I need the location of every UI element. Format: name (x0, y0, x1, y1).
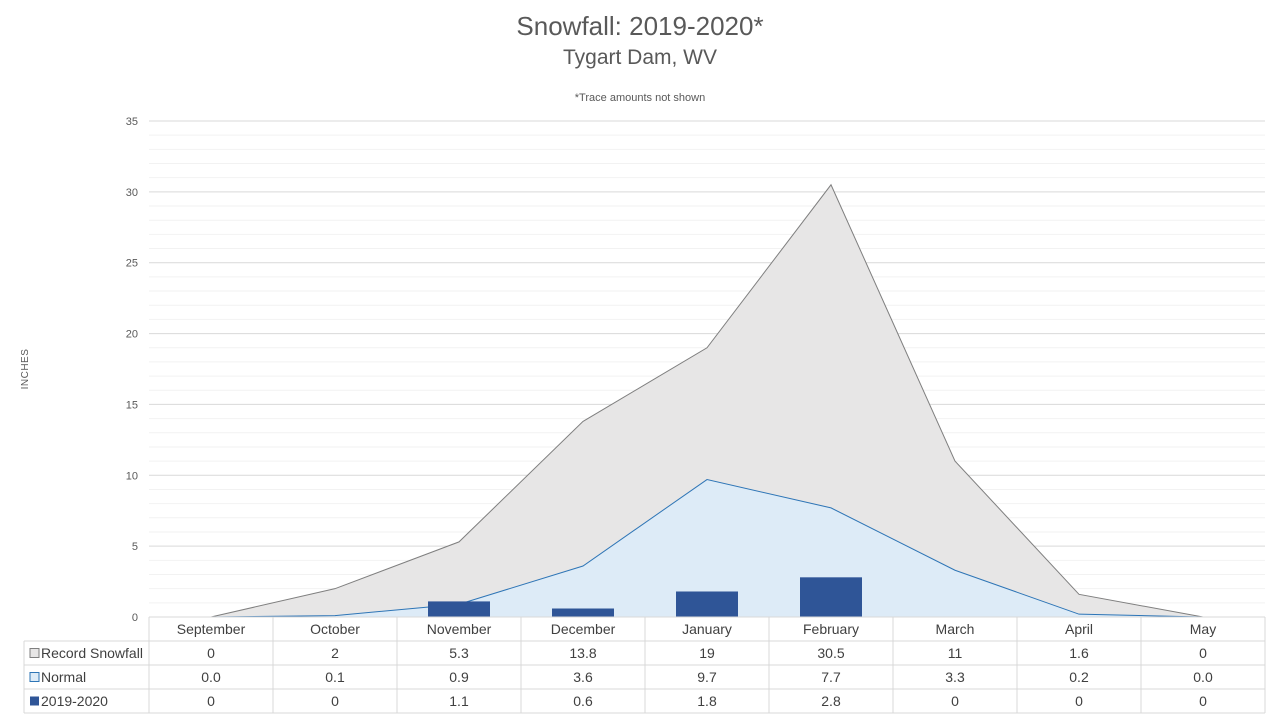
x-tick-label: February (803, 621, 859, 637)
bar (552, 608, 614, 617)
line-record-snowfall (210, 183, 1204, 618)
y-axis-ticks: 0 5 10 15 20 25 30 35 (126, 116, 138, 624)
data-label: 0.0 (1193, 669, 1213, 685)
data-label: 7.7 (821, 669, 841, 685)
data-label: 5.3 (449, 645, 469, 661)
data-label: 9.7 (697, 669, 717, 685)
data-label: 19 (699, 645, 715, 661)
x-tick-label: March (936, 621, 975, 637)
data-label: 0.9 (449, 669, 469, 685)
y-tick-label: 10 (126, 470, 138, 482)
data-label: 0 (951, 693, 959, 709)
bar (800, 577, 862, 617)
y-tick-label: 35 (126, 116, 138, 128)
data-label: 11 (948, 645, 963, 661)
legend-label: 2019-2020 (41, 693, 108, 709)
data-label: 0 (1199, 693, 1207, 709)
bar (428, 601, 490, 617)
data-label: 2 (331, 645, 339, 661)
x-tick-label: May (1190, 621, 1216, 637)
y-tick-label: 20 (126, 329, 138, 341)
data-label: 0 (207, 645, 215, 661)
y-axis-label: INCHES (20, 349, 31, 390)
chart-subtitle: Tygart Dam, WV (563, 46, 717, 69)
data-label: 0.6 (573, 693, 593, 709)
x-tick-label: April (1065, 621, 1093, 637)
y-tick-label: 15 (126, 399, 138, 411)
data-table: September October November December January F… (23, 616, 1266, 714)
legend-label: Normal (41, 669, 86, 685)
y-tick-label: 30 (126, 187, 138, 199)
legend-key (30, 696, 39, 706)
x-tick-label: October (310, 621, 360, 637)
data-label: 13.8 (569, 645, 596, 661)
area-record-snowfall (211, 184, 1203, 617)
chart-note: *Trace amounts not shown (575, 92, 705, 104)
data-label: 1.6 (1069, 645, 1089, 661)
legend-key (29, 648, 40, 658)
bar-series (428, 577, 862, 617)
legend-key (29, 672, 40, 682)
x-tick-label: December (551, 621, 616, 637)
y-tick-label: 25 (126, 258, 138, 270)
x-tick-label: September (177, 621, 246, 637)
data-label: 0 (1075, 693, 1083, 709)
y-tick-label: 0 (132, 612, 138, 624)
data-label: 0.2 (1069, 669, 1089, 685)
data-label: 0.0 (201, 669, 221, 685)
data-label: 2.8 (821, 693, 841, 709)
chart-title: Snowfall: 2019-2020* (516, 11, 763, 41)
data-label: 0.1 (325, 669, 345, 685)
bar (676, 591, 738, 617)
data-label: 0 (1199, 645, 1207, 661)
area-normal (211, 479, 1203, 617)
data-label: 1.1 (449, 693, 469, 709)
data-label: 3.3 (945, 669, 965, 685)
line-normal (210, 479, 1204, 618)
area-series (210, 183, 1204, 618)
data-label: 1.8 (697, 693, 717, 709)
x-tick-label: November (427, 621, 492, 637)
data-label: 30.5 (817, 645, 844, 661)
x-tick-label: January (682, 621, 732, 637)
data-label: 0 (331, 693, 339, 709)
data-label: 3.6 (573, 669, 593, 685)
data-label: 0 (207, 693, 215, 709)
y-tick-label: 5 (132, 541, 138, 553)
legend-label: Record Snowfall (41, 645, 143, 661)
